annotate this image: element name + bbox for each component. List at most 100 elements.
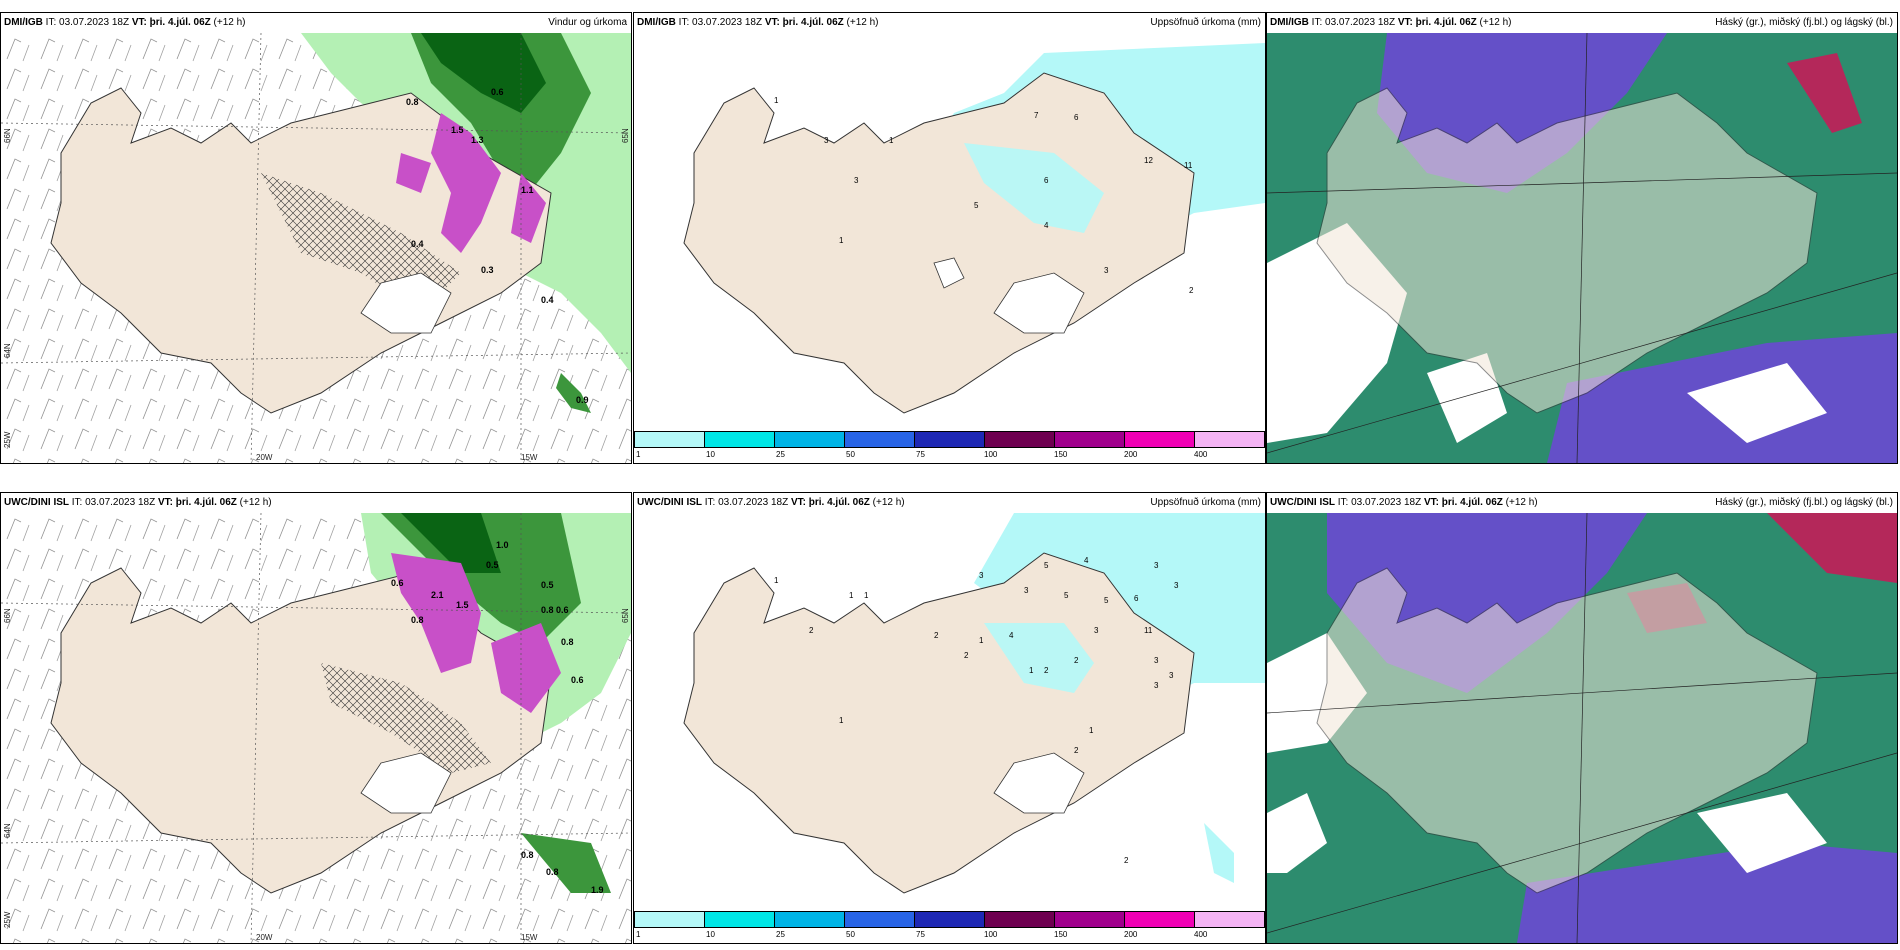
lat-label: 65N — [621, 128, 630, 143]
svg-text:1.0: 1.0 — [496, 540, 509, 550]
colorbar-label: 1 — [636, 450, 641, 459]
value-label: 1.3 — [471, 135, 484, 145]
svg-text:1: 1 — [1029, 666, 1034, 675]
svg-text:0.6: 0.6 — [391, 578, 404, 588]
svg-text:0.8: 0.8 — [521, 850, 534, 860]
svg-text:4: 4 — [1084, 556, 1089, 565]
magenta-area — [431, 113, 501, 253]
colorbar-swatch — [774, 431, 845, 448]
valid-time: VT: þri. 4.júl. 06Z — [131, 17, 211, 28]
lat-label: 64N — [3, 343, 12, 358]
panel-title: Uppsöfnuð úrkoma (mm) — [1150, 17, 1261, 28]
colorbar-label: 100 — [984, 450, 998, 459]
svg-text:3: 3 — [1104, 266, 1109, 275]
valid-time: VT: þri. 4.júl. 06Z — [790, 497, 870, 508]
lon-label: 15W — [521, 933, 538, 942]
colorbar-label: 50 — [846, 930, 855, 939]
svg-text:0.8: 0.8 — [411, 615, 424, 625]
panel-accum-precip-dmi: DMI/IGB IT: 03.07.2023 18Z VT: þri. 4.jú… — [633, 12, 1266, 464]
green-precip-area-darkest — [421, 33, 546, 113]
colorbar-swatch — [634, 431, 705, 448]
lat-label: 25W — [3, 431, 12, 448]
svg-text:3: 3 — [1154, 656, 1159, 665]
svg-text:0.6: 0.6 — [571, 675, 584, 685]
colorbar-label: 100 — [984, 930, 998, 939]
svg-text:6: 6 — [1134, 594, 1139, 603]
magenta-area — [391, 553, 481, 673]
svg-text:2: 2 — [1074, 746, 1079, 755]
svg-text:0.5: 0.5 — [541, 580, 554, 590]
svg-text:3: 3 — [1169, 671, 1174, 680]
svg-text:3: 3 — [1174, 581, 1179, 590]
colorbar-swatch — [1124, 431, 1195, 448]
lead-time: (+12 h) — [1505, 497, 1538, 508]
glacier-white — [993, 752, 1085, 814]
lat-label: 65N — [621, 608, 630, 623]
valid-time: VT: þri. 4.júl. 06Z — [157, 497, 237, 508]
high-cloud-red — [1767, 513, 1897, 583]
valid-time: VT: þri. 4.júl. 06Z — [764, 17, 844, 28]
colorbar: 1 10 25 50 75 100 150 200 400 — [634, 431, 1265, 463]
colorbar-swatch — [914, 911, 985, 928]
model-source: DMI/IGB — [4, 17, 43, 28]
model-source: DMI/IGB — [637, 17, 676, 28]
panel-title: Vindur og úrkoma — [548, 17, 627, 28]
init-time: IT: 03.07.2023 18Z — [1337, 497, 1422, 508]
green-east-blob — [556, 373, 591, 413]
svg-text:1: 1 — [864, 591, 869, 600]
panel-header: UWC/DINI ISL IT: 03.07.2023 18Z VT: þri.… — [634, 493, 1265, 513]
glacier-white — [360, 272, 452, 334]
precip-area-inland — [964, 143, 1104, 233]
svg-text:2: 2 — [1074, 656, 1079, 665]
colorbar-swatch — [704, 431, 775, 448]
svg-text:7: 7 — [1034, 111, 1039, 120]
lead-time: (+12 h) — [872, 497, 905, 508]
cloud-cover-map — [1267, 513, 1897, 943]
value-label: 0.9 — [576, 395, 589, 405]
iceland-land — [683, 72, 1195, 414]
clear-area — [1267, 793, 1327, 873]
green-east-blob — [521, 833, 611, 893]
svg-text:2: 2 — [964, 651, 969, 660]
iceland-land — [1316, 567, 1818, 894]
value-label: 0.4 — [541, 295, 554, 305]
colorbar-swatch — [1124, 911, 1195, 928]
svg-text:3: 3 — [979, 571, 984, 580]
lon-label: 20W — [256, 453, 273, 462]
magenta-area-3 — [511, 173, 546, 243]
init-time: IT: 03.07.2023 18Z — [1311, 17, 1396, 28]
colorbar-swatch — [1194, 431, 1265, 448]
lead-time: (+12 h) — [846, 17, 879, 28]
colorbar-label: 25 — [776, 450, 785, 459]
colorbar-swatch — [704, 911, 775, 928]
panel-header: DMI/IGB IT: 03.07.2023 18Z VT: þri. 4.jú… — [1267, 13, 1897, 33]
clear-area — [1687, 363, 1827, 443]
panel-wind-precip-uwc: UWC/DINI ISL IT: 03.07.2023 18Z VT: þri.… — [0, 492, 632, 944]
magenta-area-2 — [491, 623, 561, 713]
colorbar-swatch — [1054, 431, 1125, 448]
mid-cloud-area — [1517, 843, 1897, 943]
svg-text:11: 11 — [1184, 161, 1193, 170]
svg-text:1: 1 — [839, 236, 844, 245]
clear-area — [1697, 793, 1827, 873]
init-time: IT: 03.07.2023 18Z — [678, 17, 763, 28]
lon-label: 20W — [256, 933, 273, 942]
lat-label: 66N — [3, 128, 12, 143]
lon-label: 15W — [521, 453, 538, 462]
panel-clouds-uwc: UWC/DINI ISL IT: 03.07.2023 18Z VT: þri.… — [1266, 492, 1898, 944]
cloud-cover-map — [1267, 33, 1897, 463]
glacier-white — [993, 272, 1085, 334]
svg-text:0.8: 0.8 — [546, 867, 559, 877]
valid-time: VT: þri. 4.júl. 06Z — [1397, 17, 1477, 28]
colorbar-swatch — [984, 431, 1055, 448]
wind-precip-map: 1.0 0.5 0.5 0.6 0.6 0.8 0.8 0.8 0.6 0.8 … — [1, 513, 631, 943]
colorbar-label: 1 — [636, 930, 641, 939]
svg-text:6: 6 — [1074, 113, 1079, 122]
colorbar-label: 10 — [706, 930, 715, 939]
clear-area — [1427, 353, 1507, 443]
svg-text:1: 1 — [889, 136, 894, 145]
colorbar-label: 400 — [1194, 930, 1208, 939]
svg-text:1: 1 — [979, 636, 984, 645]
svg-text:2: 2 — [809, 626, 814, 635]
svg-text:12: 12 — [1144, 156, 1153, 165]
